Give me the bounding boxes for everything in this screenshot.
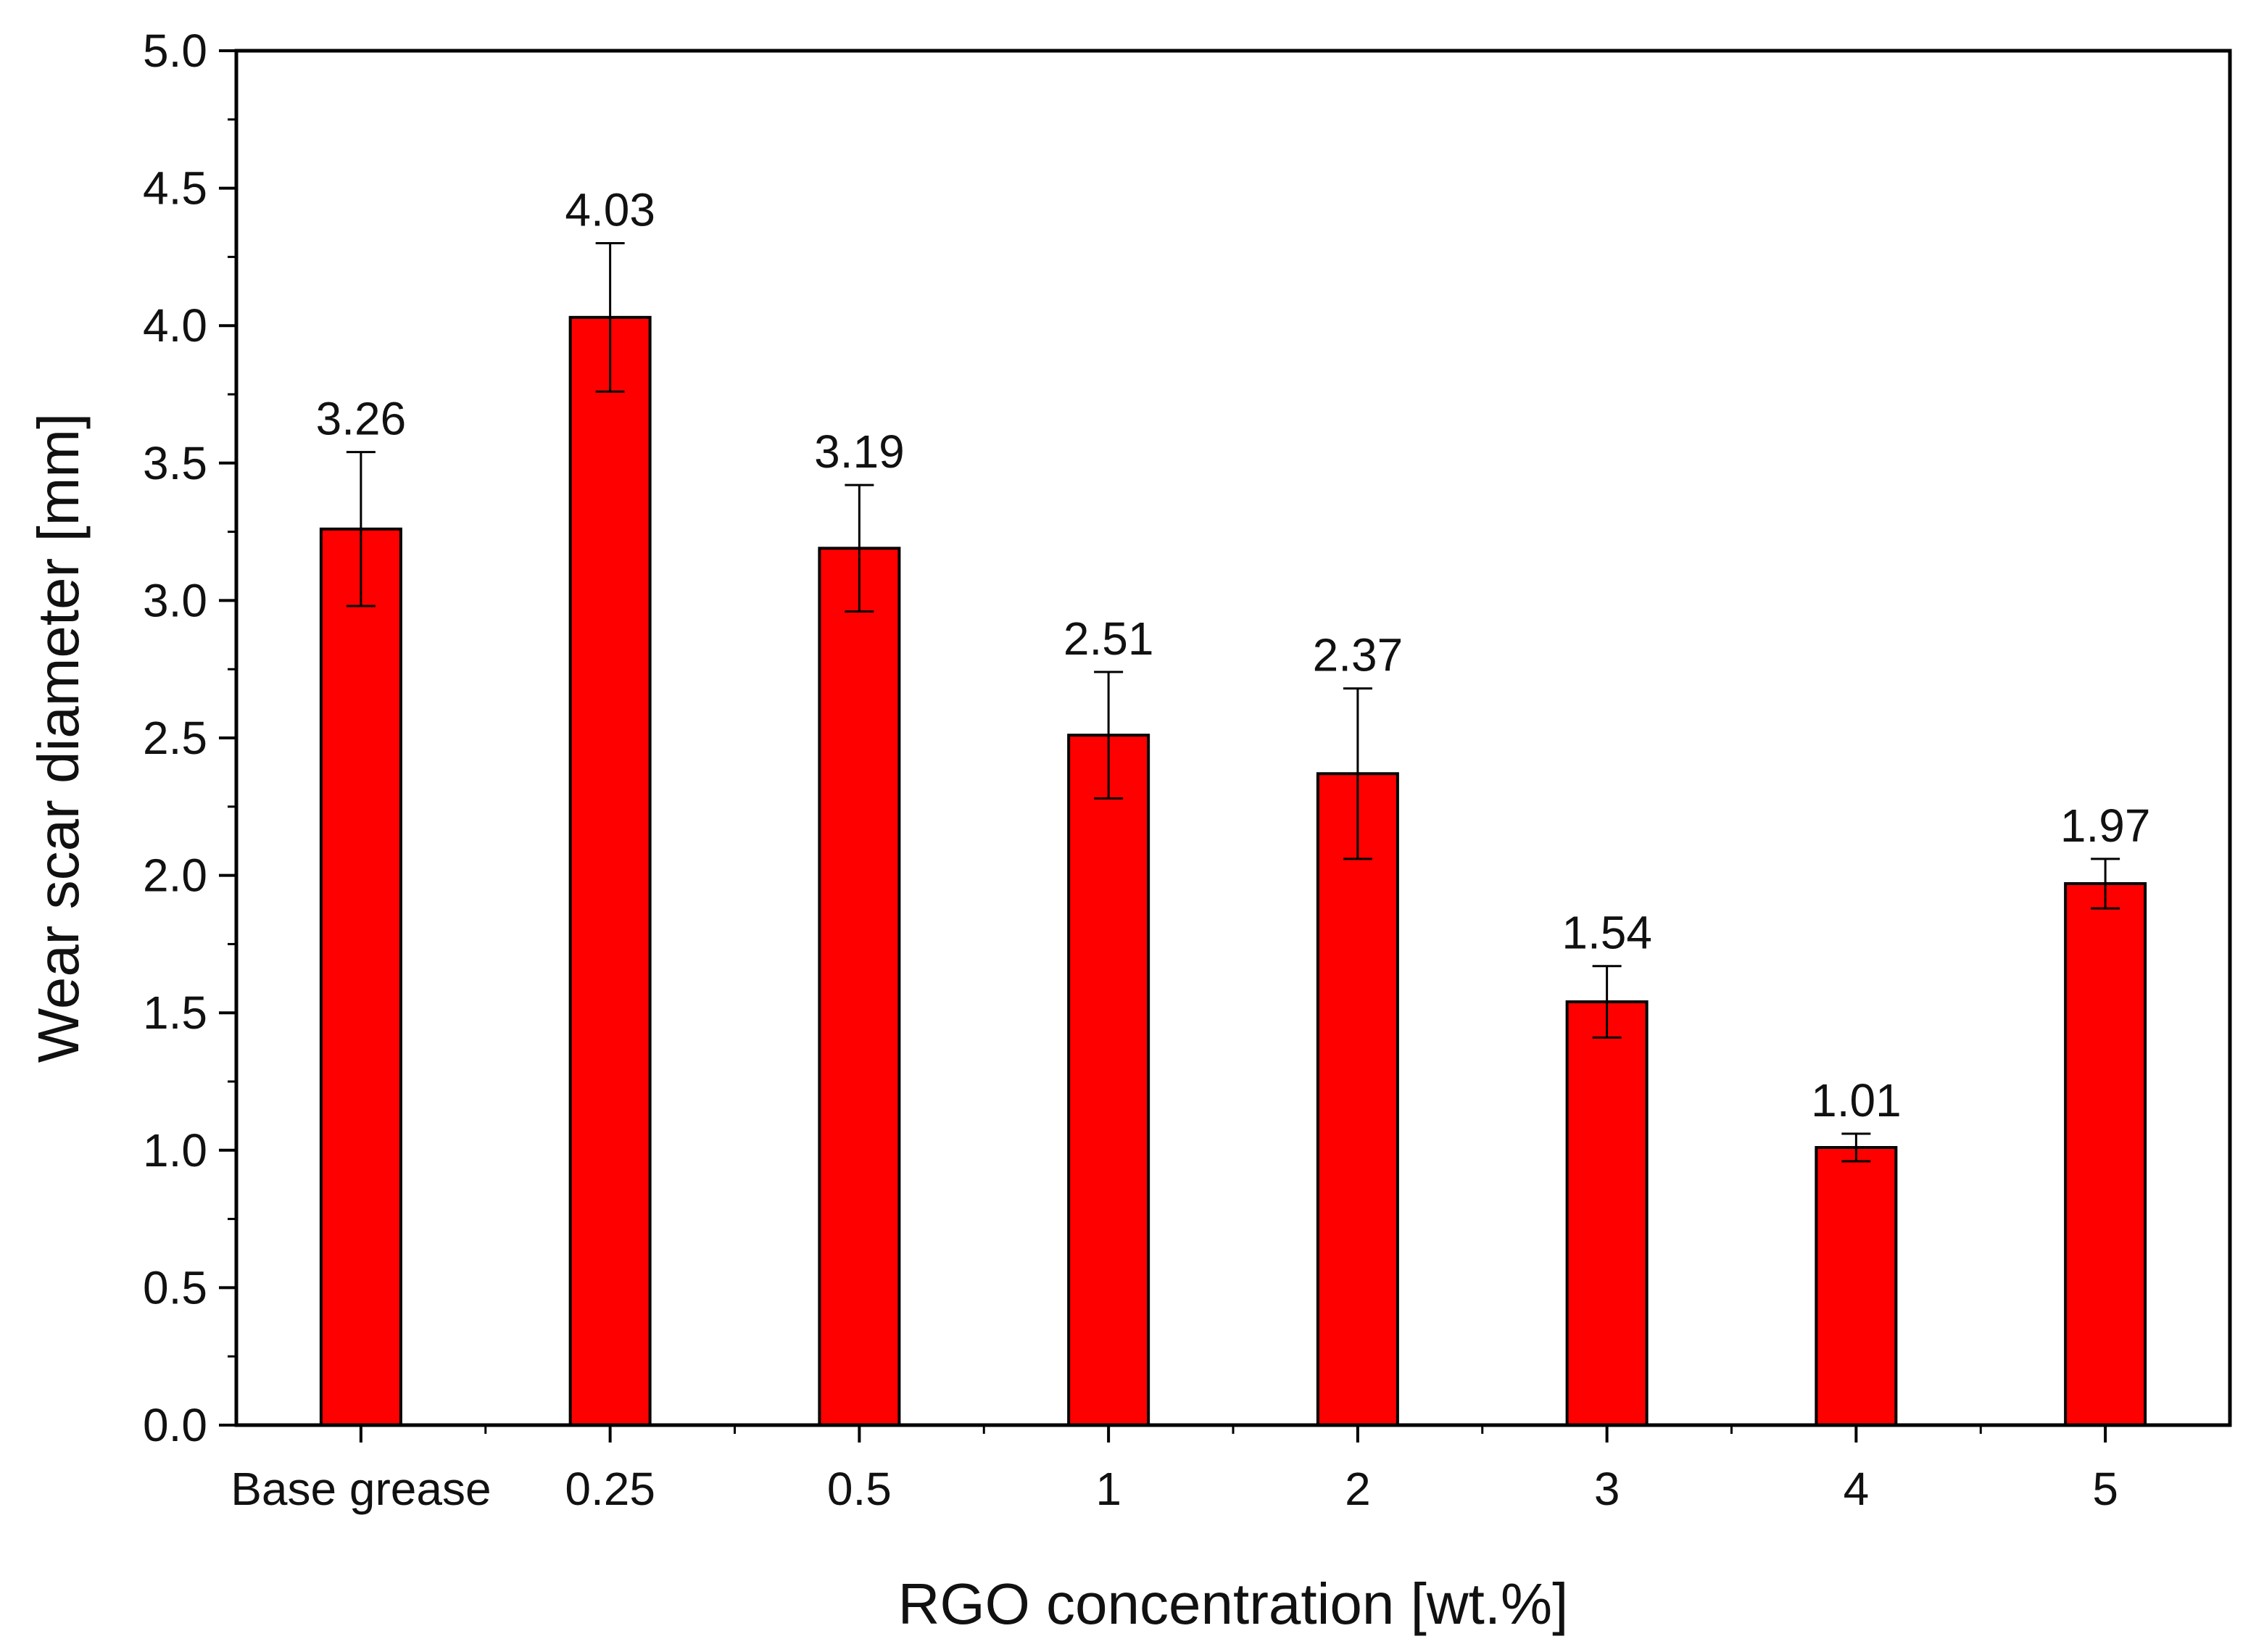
y-axis-title: Wear scar diameter [mm] [26,413,91,1063]
data-labels-layer: 3.26 4.03 3.19 2.51 2.37 1.54 1.01 1.97 [316,183,2151,1126]
axes-layer: 0.0 0.5 1.0 1.5 2.0 2.5 3.0 3.5 4.0 4.5 5.0 Base gr… [143,25,2232,1515]
y-tick-label: 5.0 [143,25,207,77]
data-label: 1.54 [1562,907,1652,959]
bar [1067,734,1150,1427]
x-tick-label: 4 [1844,1463,1870,1515]
bar [2064,881,2147,1427]
x-tick-label: 0.25 [565,1463,655,1515]
x-tick-label: 3 [1594,1463,1620,1515]
y-tick-label: 0.5 [143,1261,207,1313]
data-label: 1.97 [2060,800,2151,852]
error-bars-layer [346,241,2120,1163]
x-axis-title: RGO concentration [wt.%] [898,1572,1569,1636]
bar [1565,1000,1649,1427]
y-tick-label: 2.0 [143,850,207,902]
data-label: 2.51 [1063,613,1154,665]
y-tick-label: 4.5 [143,162,207,215]
bar [1815,1146,1898,1427]
data-label: 3.19 [814,426,905,478]
y-tick-label: 1.5 [143,987,207,1039]
data-label: 1.01 [1811,1074,1902,1126]
x-tick-label: 2 [1345,1463,1371,1515]
y-tick-label: 2.5 [143,712,207,764]
data-label: 3.26 [316,393,407,445]
x-tick-label: Base grease [231,1463,491,1515]
y-tick-label: 0.0 [143,1399,207,1451]
x-tick-label: 0.5 [827,1463,892,1515]
bar [568,315,652,1427]
y-tick-label: 3.5 [143,437,207,489]
bars-layer [319,315,2147,1427]
y-tick-label: 3.0 [143,574,207,626]
data-label: 2.37 [1313,629,1403,681]
data-label: 4.03 [565,183,655,236]
bar [319,527,402,1427]
y-tick-label: 4.0 [143,299,207,352]
bar [1316,772,1399,1427]
x-tick-label: 5 [2092,1463,2118,1515]
bar [818,547,901,1427]
x-tick-label: 1 [1095,1463,1121,1515]
y-tick-label: 1.0 [143,1124,207,1176]
